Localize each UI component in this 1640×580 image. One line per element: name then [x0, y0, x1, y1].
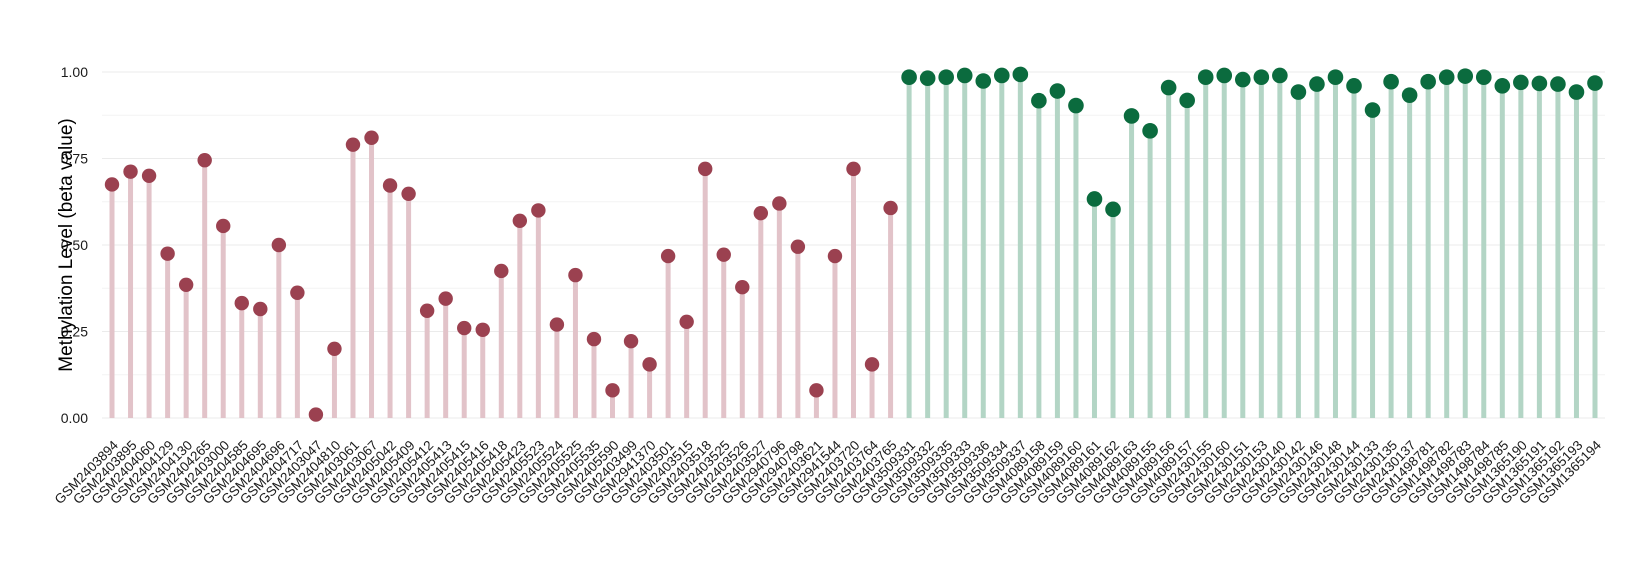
- lollipop-point: [568, 267, 583, 283]
- lollipop-point: [1179, 92, 1195, 109]
- lollipop-point: [1142, 123, 1158, 139]
- lollipop-point: [809, 383, 824, 398]
- lollipop-point: [735, 280, 750, 295]
- stems: [109, 74, 1598, 418]
- lollipop-point: [1457, 68, 1474, 84]
- lollipop-point: [772, 196, 787, 211]
- lollipop-point: [1550, 76, 1566, 92]
- lollipop-point: [827, 248, 843, 264]
- lollipop-point: [975, 73, 992, 89]
- lollipop-point: [475, 322, 490, 337]
- lollipop-point: [1401, 87, 1418, 103]
- lollipop-point: [123, 164, 138, 179]
- y-tick-label: 0.50: [61, 237, 88, 253]
- y-axis-title: Methylation Level (beta value): [56, 118, 77, 371]
- lollipop-point: [586, 331, 602, 347]
- lollipop-point: [253, 301, 268, 317]
- y-tick-label: 0.75: [61, 151, 88, 167]
- lollipop-point: [1049, 83, 1066, 99]
- lollipop-point: [382, 178, 398, 193]
- lollipop-point: [1031, 92, 1047, 109]
- lollipop-point: [1105, 201, 1121, 218]
- lollipop-point: [1216, 67, 1233, 84]
- lollipop-point: [1513, 74, 1529, 91]
- points: [104, 66, 1603, 422]
- lollipop-point: [438, 291, 453, 306]
- lollipop-point: [401, 186, 416, 201]
- lollipop-point: [271, 237, 287, 253]
- lollipop-point: [1309, 76, 1325, 92]
- y-axis-ticks: 0.00 0.25 0.50 0.75 1.00: [61, 64, 88, 426]
- lollipop-point: [1568, 84, 1585, 100]
- lollipop-point: [1234, 71, 1251, 88]
- lollipop-point: [1383, 73, 1399, 90]
- lollipop-point: [494, 263, 509, 279]
- y-tick-label: 0.25: [61, 324, 88, 340]
- lollipop-point: [938, 69, 954, 85]
- lollipop-point: [790, 239, 806, 254]
- lollipop-point: [1012, 66, 1029, 83]
- lollipop-point: [104, 177, 120, 192]
- lollipop-point: [1346, 78, 1362, 94]
- lollipop-point: [660, 248, 676, 264]
- lollipop-point: [290, 285, 305, 300]
- lollipop-point: [716, 247, 731, 262]
- lollipop-point: [1531, 75, 1548, 92]
- lollipop-point: [549, 317, 565, 332]
- lollipop-point: [883, 200, 898, 216]
- lollipop-point: [141, 168, 157, 183]
- lollipop-point: [160, 246, 175, 261]
- lollipop-point: [679, 314, 694, 330]
- lollipop-point: [531, 203, 546, 218]
- lollipop-point: [642, 357, 657, 372]
- lollipop-point: [308, 407, 324, 422]
- lollipop-point: [419, 303, 435, 318]
- lollipop-point: [1475, 69, 1492, 85]
- lollipop-point: [1587, 75, 1603, 91]
- lollipop-point: [623, 333, 639, 349]
- lollipop-point: [956, 67, 973, 84]
- lollipop-point: [216, 218, 231, 234]
- lollipop-point: [327, 341, 342, 356]
- lollipop-point: [994, 67, 1010, 84]
- lollipop-point: [1123, 108, 1140, 124]
- lollipop-point: [605, 383, 620, 398]
- lollipop-point: [1290, 84, 1307, 100]
- lollipop-point: [345, 137, 361, 152]
- lollipop-point: [1197, 69, 1214, 85]
- lollipop-point: [1494, 78, 1511, 94]
- y-tick-label: 0.00: [61, 410, 88, 426]
- lollipop-point: [1086, 191, 1103, 207]
- lollipop-point: [919, 70, 936, 87]
- lollipop-point: [864, 357, 880, 372]
- lollipop-point: [1068, 97, 1084, 114]
- lollipop-point: [178, 277, 194, 292]
- lollipop-point: [1272, 67, 1288, 84]
- lollipop-point: [197, 153, 212, 168]
- lollipop-point: [698, 161, 713, 177]
- lollipop-point: [512, 213, 528, 228]
- lollipop-point: [234, 295, 249, 311]
- x-axis-ticks: GSM2403894GSM2403895GSM2404060GSM2404129…: [52, 437, 1605, 507]
- y-tick-label: 1.00: [61, 64, 88, 80]
- lollipop-point: [1364, 102, 1381, 118]
- lollipop-point: [457, 320, 472, 336]
- lollipop-point: [1160, 79, 1177, 96]
- lollipop-point: [901, 69, 917, 85]
- lollipop-point: [753, 205, 769, 221]
- lollipop-point: [846, 161, 861, 177]
- lollipop-point: [1327, 69, 1344, 85]
- lollipop-point: [364, 130, 379, 145]
- lollipop-point: [1438, 69, 1455, 85]
- lollipop-point: [1420, 73, 1436, 90]
- lollipop-point: [1253, 69, 1270, 85]
